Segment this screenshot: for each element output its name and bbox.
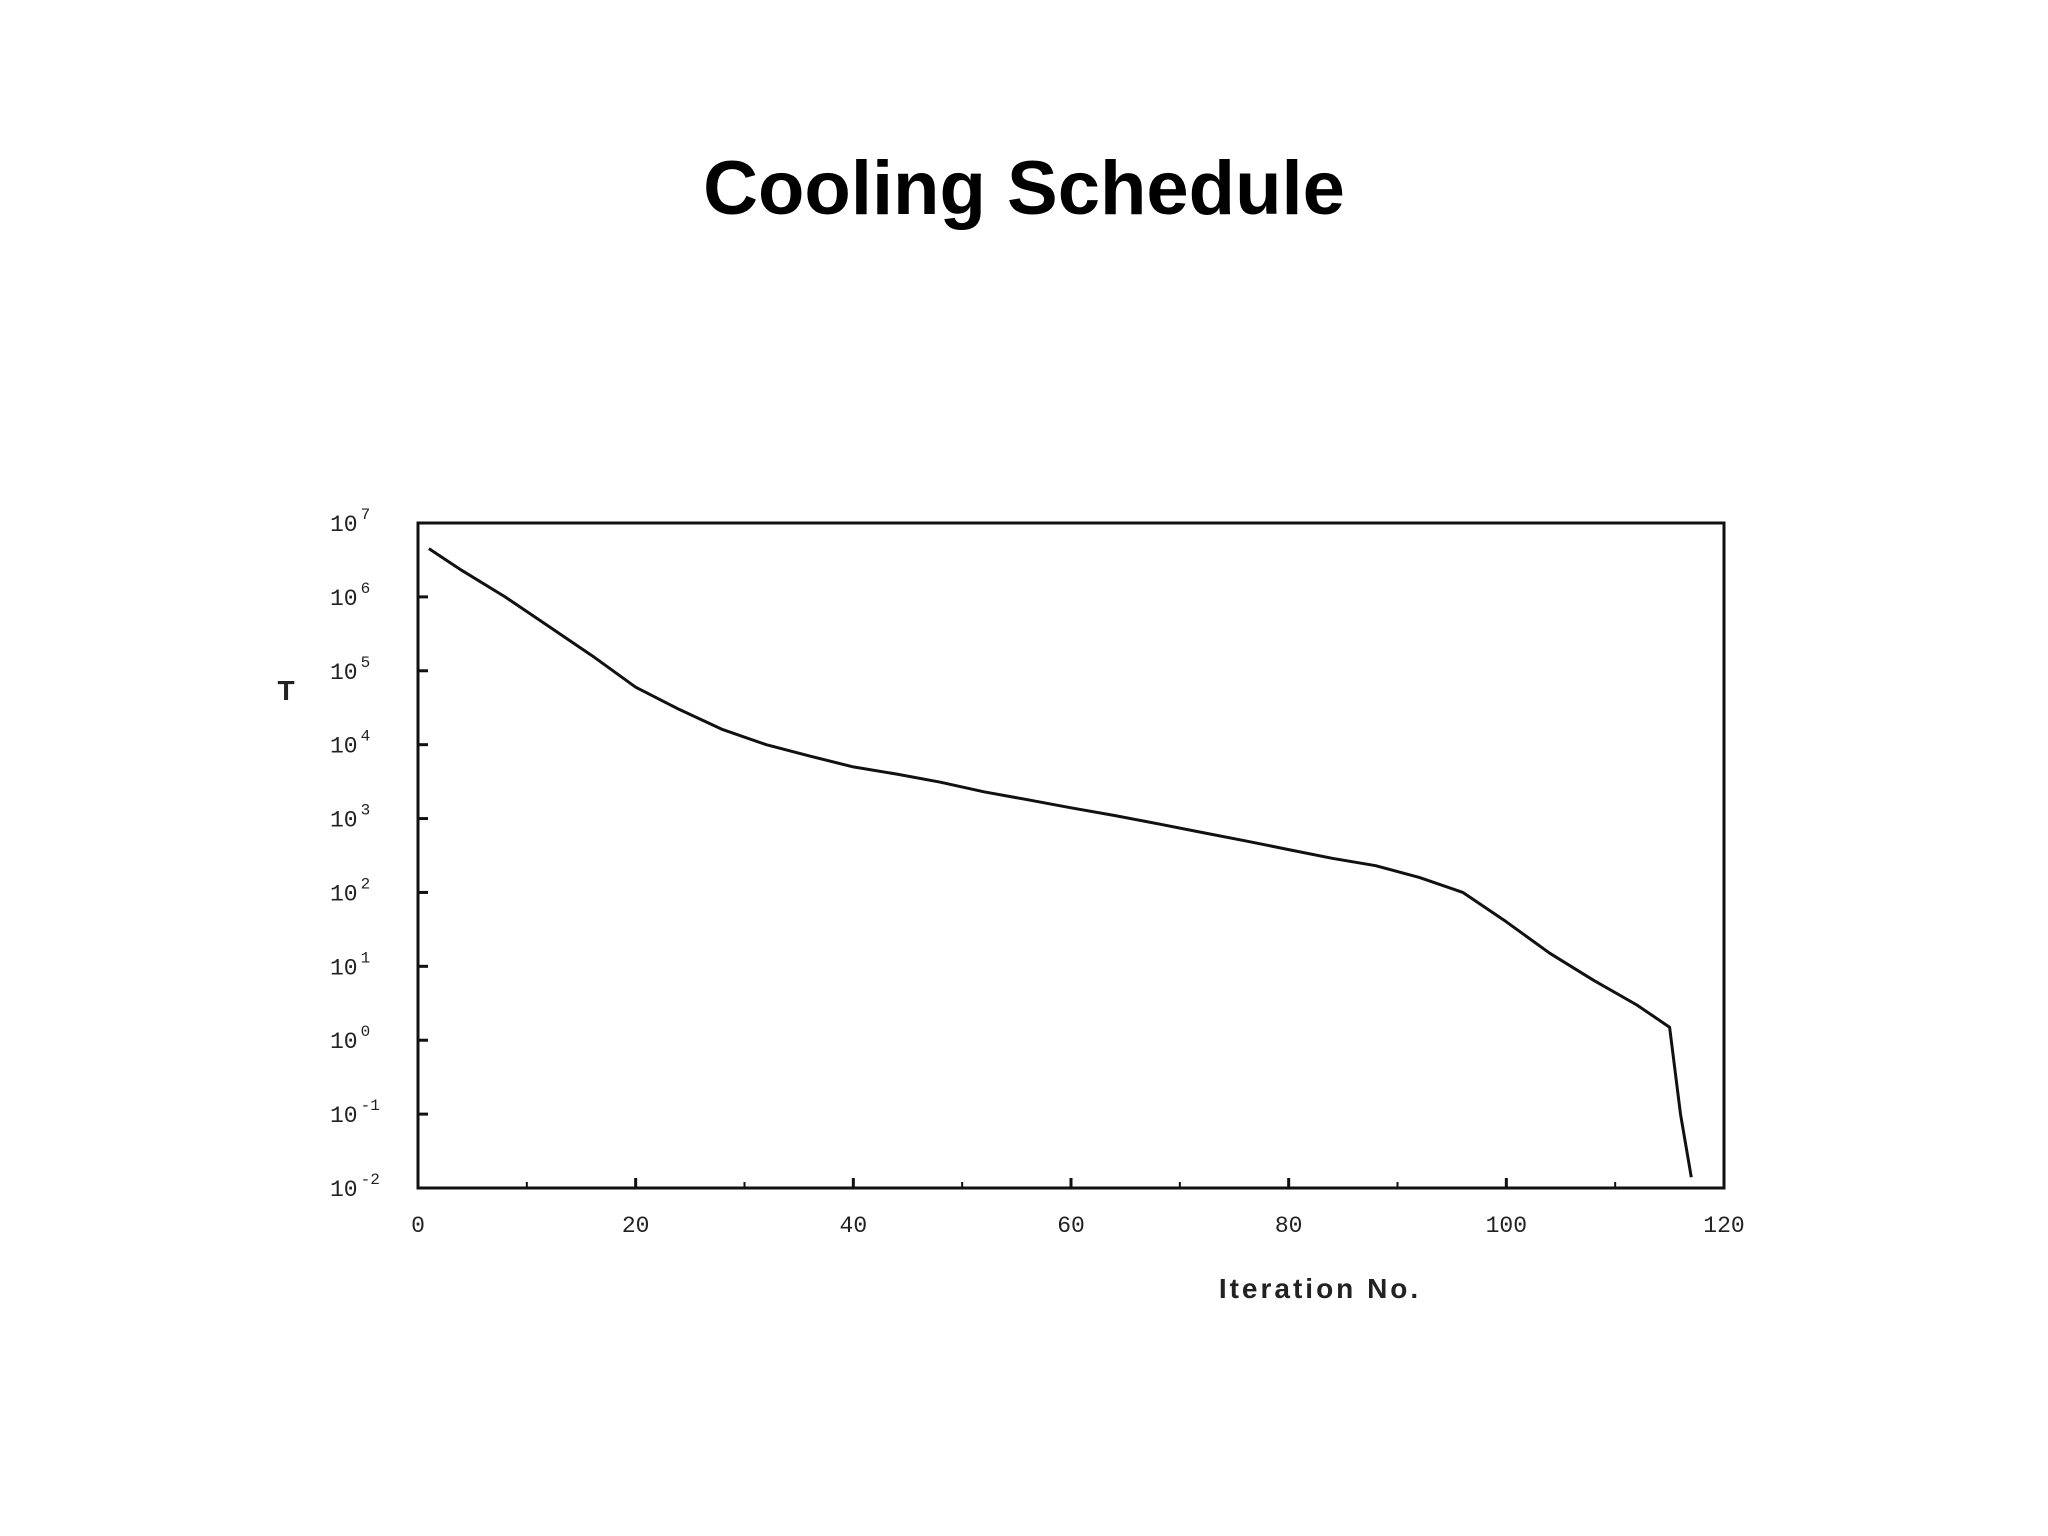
- y-tick-exponent: 1: [361, 949, 371, 967]
- y-tick-label: 10 1: [330, 949, 370, 981]
- y-tick-label: 10 -2: [330, 1171, 380, 1203]
- y-tick-label: 10 2: [330, 875, 370, 907]
- y-tick-exponent: -1: [361, 1097, 380, 1115]
- series-group: [428, 547, 1693, 1178]
- y-tick-base: 10: [330, 512, 358, 538]
- x-tick-label: 40: [840, 1213, 868, 1239]
- y-tick-exponent: 3: [361, 802, 371, 820]
- y-tick-base: 10: [330, 955, 358, 981]
- y-tick-label: 10 0: [330, 1023, 370, 1055]
- y-tick-exponent: 0: [361, 1023, 371, 1041]
- y-tick-base: 10: [330, 734, 358, 760]
- y-tick-label: 10 7: [330, 506, 370, 538]
- y-tick-base: 10: [330, 586, 358, 612]
- series-line: [428, 547, 1693, 1178]
- y-tick-label: 10 5: [330, 654, 370, 686]
- y-tick-base: 10: [330, 808, 358, 834]
- x-tick-label: 60: [1057, 1213, 1085, 1239]
- y-tick-label: 10 4: [330, 728, 370, 760]
- y-tick-base: 10: [330, 1177, 358, 1203]
- x-axis: 0 20 40 60 80 100 120: [411, 1178, 1745, 1239]
- y-tick-label: 10 6: [330, 580, 370, 612]
- y-tick-exponent: 4: [361, 728, 371, 746]
- y-tick-base: 10: [330, 660, 358, 686]
- x-tick-label: 20: [622, 1213, 650, 1239]
- y-tick-exponent: 5: [361, 654, 371, 672]
- slide-title: Cooling Schedule: [703, 146, 1345, 231]
- y-tick-label: 10 3: [330, 802, 370, 834]
- y-tick-exponent: 7: [361, 506, 371, 524]
- y-tick-exponent: 6: [361, 580, 371, 598]
- y-tick-exponent: -2: [361, 1171, 380, 1189]
- x-tick-label: 0: [411, 1213, 425, 1239]
- y-tick-base: 10: [330, 1103, 358, 1129]
- y-tick-exponent: 2: [361, 875, 371, 893]
- x-axis-title: Iteration No.: [1219, 1273, 1421, 1304]
- plot-frame: [416, 521, 1726, 1190]
- y-tick-base: 10: [330, 1029, 358, 1055]
- y-tick-base: 10: [330, 881, 358, 907]
- x-tick-label: 100: [1486, 1213, 1527, 1239]
- x-tick-label: 80: [1275, 1213, 1303, 1239]
- y-axis-title: T: [277, 675, 294, 706]
- x-tick-label: 120: [1703, 1213, 1744, 1239]
- y-tick-label: 10 -1: [330, 1097, 380, 1129]
